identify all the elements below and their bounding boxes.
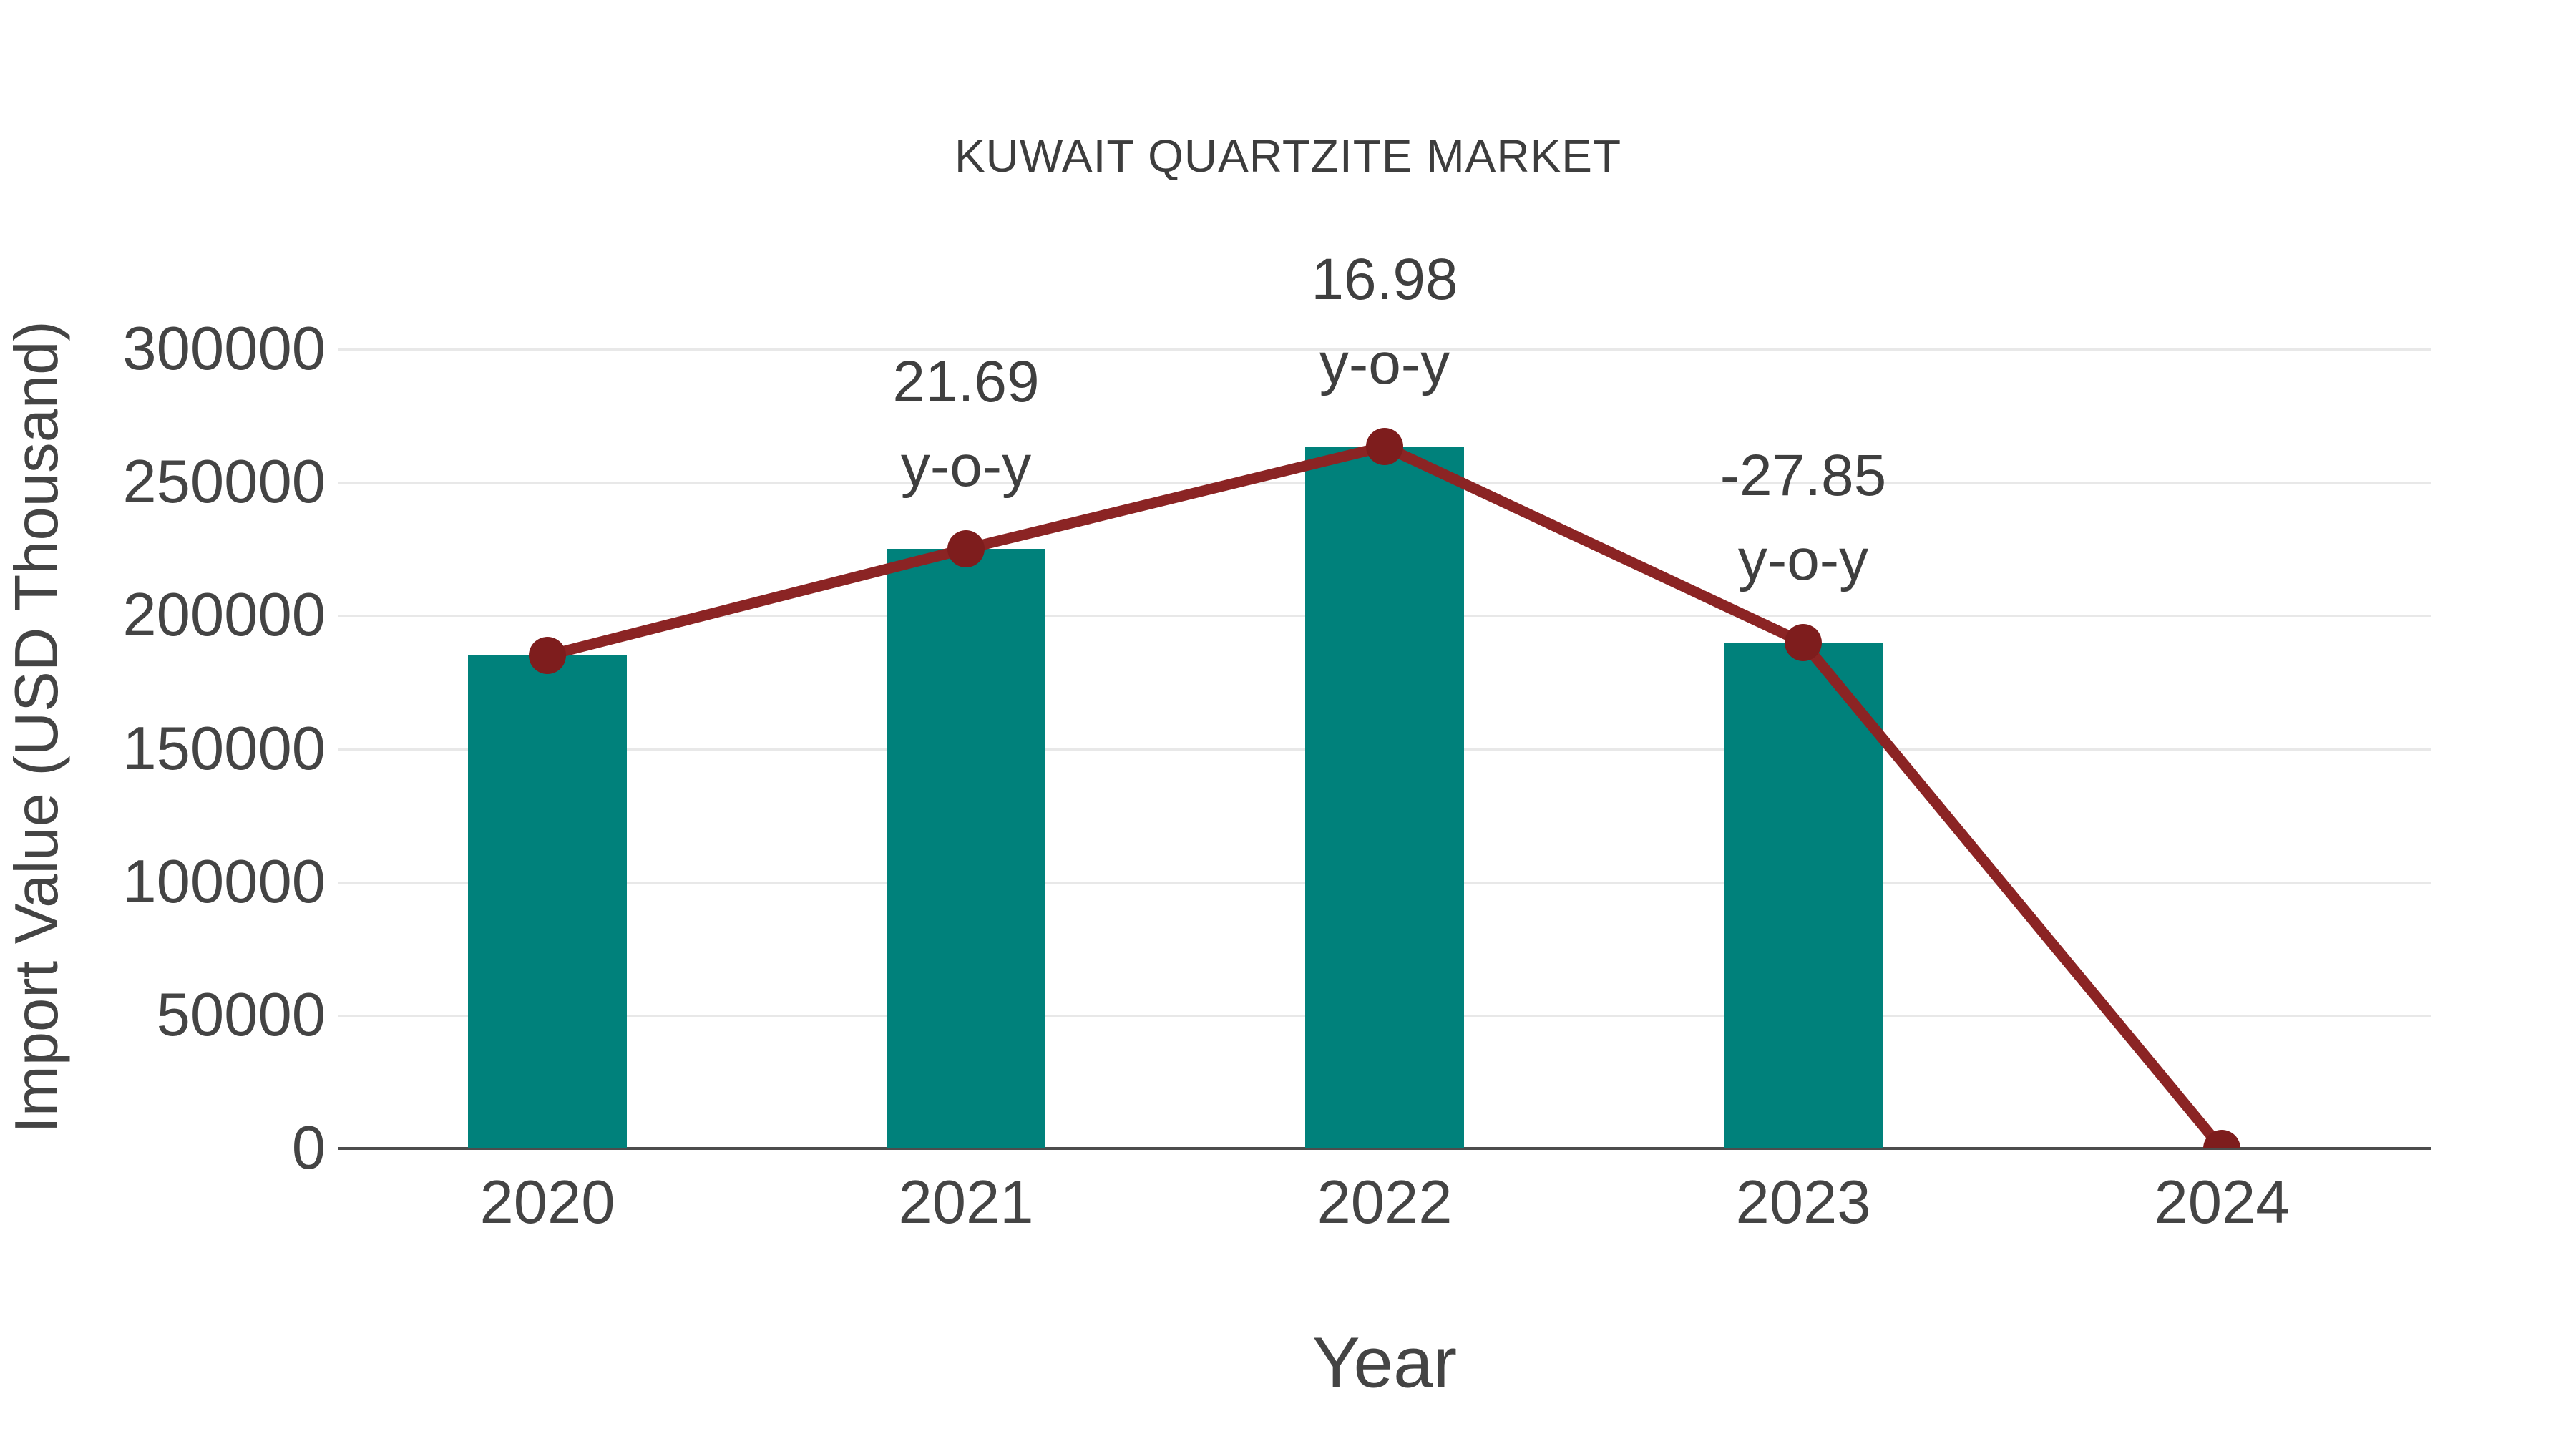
annotation-sub: y-o-y bbox=[900, 434, 1032, 499]
line-marker-2021 bbox=[947, 530, 985, 567]
y-tick-label: 100000 bbox=[122, 848, 326, 916]
line-marker-2022 bbox=[1366, 428, 1403, 465]
annotation-2021: 21.69 y-o-y bbox=[892, 340, 1039, 509]
line-marker-2024 bbox=[2203, 1130, 2240, 1148]
line-series bbox=[529, 428, 2240, 1148]
annotation-value: 16.98 bbox=[1311, 247, 1458, 312]
annotation-sub: y-o-y bbox=[1319, 331, 1450, 396]
y-tick-label: 200000 bbox=[122, 581, 326, 649]
bar-2021 bbox=[887, 549, 1045, 1148]
x-tick-label: 2020 bbox=[479, 1169, 615, 1236]
line-marker-2020 bbox=[529, 637, 566, 674]
x-tick-label: 2022 bbox=[1317, 1169, 1453, 1236]
y-tick-label: 300000 bbox=[122, 315, 326, 383]
chart-title: KUWAIT QUARTZITE MARKET bbox=[954, 130, 1622, 182]
x-tick-label: 2024 bbox=[2154, 1169, 2290, 1236]
x-tick-label: 2021 bbox=[898, 1169, 1034, 1236]
trend-line bbox=[546, 441, 2226, 1148]
x-tick-label: 2023 bbox=[1735, 1169, 1871, 1236]
annotation-value: -27.85 bbox=[1719, 443, 1887, 508]
annotation-2023: -27.85 y-o-y bbox=[1720, 434, 1887, 602]
annotation-2022: 16.98 y-o-y bbox=[1311, 238, 1458, 406]
y-tick-label: 0 bbox=[291, 1114, 326, 1182]
annotation-sub: y-o-y bbox=[1737, 527, 1869, 592]
bar-2022 bbox=[1305, 447, 1464, 1148]
y-tick-label: 50000 bbox=[156, 981, 326, 1049]
x-axis-line bbox=[338, 1147, 2431, 1150]
y-tick-label: 250000 bbox=[122, 448, 326, 516]
line-marker-2023 bbox=[1785, 624, 1822, 661]
y-tick-label: 150000 bbox=[122, 715, 326, 783]
gridline bbox=[338, 348, 2431, 351]
x-axis-title: Year bbox=[1312, 1322, 1458, 1403]
bar-2020 bbox=[468, 655, 627, 1148]
bar-2023 bbox=[1724, 643, 1883, 1148]
annotation-value: 21.69 bbox=[892, 349, 1040, 414]
